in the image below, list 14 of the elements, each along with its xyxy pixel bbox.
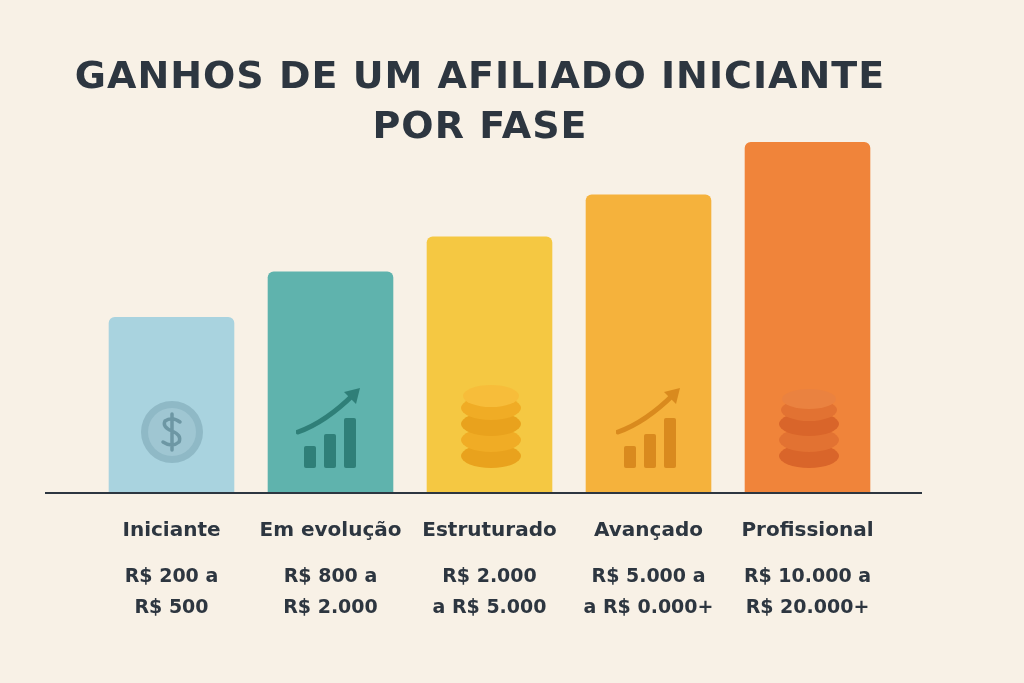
x-tick-label: Estruturado bbox=[422, 517, 557, 542]
x-tick-label: Avançado bbox=[594, 517, 703, 542]
chart-title: GANHOS DE UM AFILIADO INICIANTE POR FASE bbox=[73, 52, 887, 149]
x-tick-label: Iniciante bbox=[122, 517, 221, 542]
text: R$ 5.000 a a R$ 0.000+ bbox=[583, 563, 714, 617]
bar bbox=[267, 271, 394, 492]
x-tick-label: Profissional bbox=[741, 517, 874, 542]
text: R$ 200 a R$ 500 bbox=[124, 563, 219, 617]
text: R$ 10.000 a R$ 20.000+ bbox=[743, 563, 872, 617]
bar bbox=[744, 142, 871, 492]
text: R$ 800 a R$ 2.000 bbox=[283, 563, 378, 617]
bar bbox=[585, 194, 712, 492]
x-tick-label: Em evolução bbox=[259, 517, 402, 542]
text: R$ 2.000 a R$ 5.000 bbox=[432, 563, 547, 617]
